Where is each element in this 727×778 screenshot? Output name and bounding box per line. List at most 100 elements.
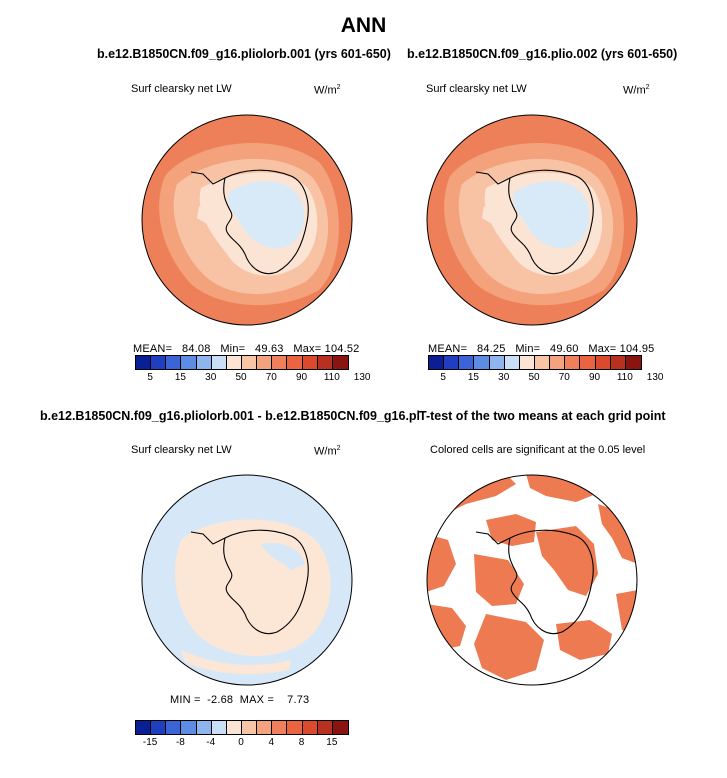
panel2-units: W/m2 xyxy=(623,84,650,97)
colorbar-swatch xyxy=(287,721,303,734)
antarctica-coastline xyxy=(190,529,309,634)
colorbar-tick-label: 4 xyxy=(268,737,275,748)
colorbar-swatch xyxy=(272,721,288,734)
colorbar-swatch xyxy=(226,356,242,369)
panel4-polar-map xyxy=(426,474,638,686)
panel1-title: b.e12.B1850CN.f09_g16.pliolorb.001 (yrs … xyxy=(97,47,391,61)
peninsula-shade xyxy=(482,206,508,230)
colorbar-swatch xyxy=(211,356,227,369)
colorbar-swatch xyxy=(444,356,460,369)
map-border xyxy=(141,114,353,326)
colorbar-swatch xyxy=(136,721,152,734)
colorbar-swatch xyxy=(504,356,520,369)
colorbar-swatch xyxy=(257,721,273,734)
colorbar-tick-label: 70 xyxy=(265,372,277,383)
colorbar-swatch xyxy=(151,721,167,734)
colorbar-swatch xyxy=(595,356,611,369)
antarctica-coastline xyxy=(190,169,309,274)
colorbar-tick-label: 30 xyxy=(498,372,510,383)
colorbar-swatch xyxy=(196,721,212,734)
colorbar-swatch xyxy=(565,356,581,369)
colorbar-swatch xyxy=(287,356,303,369)
peninsula-shade xyxy=(197,206,223,230)
colorbar-swatch xyxy=(166,721,182,734)
colorbar-swatch xyxy=(534,356,551,369)
colorbar-tick-label: 15 xyxy=(174,372,186,383)
colorbar-tick-label: -15 xyxy=(142,737,158,748)
colorbar-swatch xyxy=(272,356,288,369)
panel1-polar-map xyxy=(141,114,353,326)
colorbar-tick-label: 90 xyxy=(589,372,601,383)
map-border xyxy=(426,114,638,326)
panel2-variable-label: Surf clearsky net LW xyxy=(426,83,527,95)
diff-outer-band xyxy=(181,650,291,675)
interior xyxy=(512,181,590,249)
colorbar-tick-label: 5 xyxy=(147,372,153,383)
colorbar-swatch xyxy=(580,356,596,369)
colorbar-swatch xyxy=(151,356,167,369)
colorbar-swatch xyxy=(302,356,318,369)
panel1-stats: MEAN= 84.08 Min= 49.63 Max= 104.52 xyxy=(133,343,360,355)
panel3-polar-map xyxy=(141,474,353,686)
colorbar-swatch xyxy=(489,356,505,369)
colorbar-swatch xyxy=(459,356,475,369)
colorbar-swatch xyxy=(610,356,626,369)
colorbar-swatch xyxy=(474,356,490,369)
colorbar-swatch xyxy=(226,721,242,734)
panel3-stats: MIN = -2.68 MAX = 7.73 xyxy=(170,694,310,706)
colorbar-swatch xyxy=(332,721,348,734)
colorbar-swatch xyxy=(196,356,212,369)
colorbar-tick-label: 70 xyxy=(558,372,570,383)
colorbar-tick-label: 110 xyxy=(323,372,340,383)
colorbar-tick-label: 15 xyxy=(326,737,338,748)
panel3-units: W/m2 xyxy=(314,445,341,458)
antarctica-coastline xyxy=(475,169,594,274)
colorbar-swatch xyxy=(302,721,318,734)
antarctica-coastline xyxy=(475,529,594,634)
colorbar-swatch xyxy=(136,356,152,369)
colorbar-tick-label: 50 xyxy=(235,372,247,383)
colorbar-tick-label: 50 xyxy=(528,372,540,383)
colorbar-tick-label: 130 xyxy=(353,372,371,383)
colorbar-swatch xyxy=(166,356,182,369)
panel2-title: b.e12.B1850CN.f09_g16.plio.002 (yrs 601-… xyxy=(407,47,678,61)
map-border xyxy=(426,474,638,686)
colorbar-swatch xyxy=(332,356,348,369)
colorbar-tick-label: 0 xyxy=(238,737,244,748)
colorbar-tick-label: 30 xyxy=(205,372,217,383)
panel3-colorbar xyxy=(135,720,349,735)
colorbar-swatch xyxy=(181,721,197,734)
colorbar-swatch xyxy=(625,356,641,369)
diff-inner-patch xyxy=(261,542,305,570)
colorbar-swatch xyxy=(241,721,258,734)
colorbar-swatch xyxy=(317,721,333,734)
colorbar-tick-label: 8 xyxy=(298,737,305,748)
main-title: ANN xyxy=(340,14,387,37)
colorbar-tick-label: -4 xyxy=(206,737,216,748)
colorbar-tick-label: -8 xyxy=(175,737,185,748)
colorbar-tick-label: 110 xyxy=(616,372,633,383)
panel4-title: T-test of the two means at each grid poi… xyxy=(419,409,666,423)
colorbar-swatch xyxy=(317,356,333,369)
panel4-subtitle: Colored cells are significant at the 0.0… xyxy=(430,444,646,456)
panel2-stats: MEAN= 84.25 Min= 49.60 Max= 104.95 xyxy=(428,343,655,355)
panel1-colorbar xyxy=(135,355,349,370)
colorbar-swatch xyxy=(429,356,445,369)
panel3-title: b.e12.B1850CN.f09_g16.pliolorb.001 - b.e… xyxy=(40,409,420,423)
panel2-colorbar xyxy=(428,355,642,370)
panel3-variable-label: Surf clearsky net LW xyxy=(131,444,232,456)
panel1-variable-label: Surf clearsky net LW xyxy=(131,83,232,95)
colorbar-swatch xyxy=(241,356,258,369)
colorbar-swatch xyxy=(181,356,197,369)
colorbar-tick-label: 90 xyxy=(296,372,308,383)
colorbar-tick-label: 15 xyxy=(467,372,479,383)
colorbar-swatch xyxy=(519,356,535,369)
colorbar-swatch xyxy=(211,721,227,734)
panel1-units: W/m2 xyxy=(314,84,341,97)
interior xyxy=(227,181,305,249)
colorbar-tick-label: 130 xyxy=(646,372,664,383)
colorbar-tick-label: 5 xyxy=(440,372,446,383)
map-border xyxy=(141,474,353,686)
colorbar-swatch xyxy=(550,356,566,369)
panel2-polar-map xyxy=(426,114,638,326)
